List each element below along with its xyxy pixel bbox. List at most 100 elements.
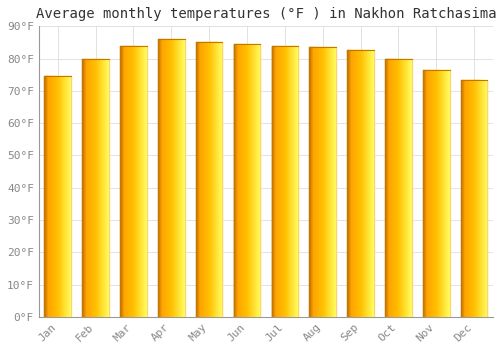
Bar bbox=[59, 76, 60, 317]
Bar bbox=[324, 47, 326, 317]
Bar bbox=[397, 58, 398, 317]
Bar bbox=[61, 76, 62, 317]
Bar bbox=[322, 47, 324, 317]
Bar bbox=[274, 46, 275, 317]
Bar bbox=[236, 44, 237, 317]
Bar bbox=[430, 70, 431, 317]
Bar bbox=[209, 42, 210, 317]
Bar bbox=[466, 79, 467, 317]
Bar bbox=[287, 46, 288, 317]
Bar bbox=[82, 58, 83, 317]
Bar bbox=[205, 42, 206, 317]
Bar bbox=[60, 76, 61, 317]
Bar bbox=[385, 58, 386, 317]
Bar bbox=[352, 50, 354, 317]
Bar bbox=[361, 50, 362, 317]
Bar bbox=[434, 70, 435, 317]
Bar bbox=[138, 46, 139, 317]
Bar bbox=[441, 70, 442, 317]
Bar bbox=[65, 76, 66, 317]
Bar bbox=[478, 79, 479, 317]
Bar bbox=[462, 79, 463, 317]
Bar bbox=[208, 42, 209, 317]
Bar bbox=[258, 44, 259, 317]
Bar bbox=[97, 58, 98, 317]
Bar bbox=[486, 79, 487, 317]
Bar bbox=[395, 58, 396, 317]
Bar bbox=[315, 47, 316, 317]
Bar bbox=[215, 42, 216, 317]
Bar bbox=[201, 42, 202, 317]
Bar bbox=[242, 44, 243, 317]
Bar bbox=[371, 50, 372, 317]
Bar bbox=[85, 58, 86, 317]
Bar bbox=[238, 44, 239, 317]
Bar bbox=[140, 46, 141, 317]
Bar bbox=[160, 39, 162, 317]
Bar bbox=[58, 76, 59, 317]
Bar bbox=[182, 39, 184, 317]
Bar bbox=[214, 42, 215, 317]
Bar bbox=[411, 58, 412, 317]
Bar bbox=[178, 39, 180, 317]
Bar bbox=[129, 46, 130, 317]
Bar bbox=[126, 46, 127, 317]
Bar bbox=[472, 79, 473, 317]
Bar bbox=[328, 47, 330, 317]
Bar bbox=[403, 58, 404, 317]
Bar bbox=[68, 76, 69, 317]
Bar bbox=[251, 44, 252, 317]
Bar bbox=[137, 46, 138, 317]
Bar bbox=[481, 79, 482, 317]
Bar bbox=[390, 58, 391, 317]
Bar bbox=[283, 46, 284, 317]
Bar bbox=[424, 70, 425, 317]
Bar bbox=[320, 47, 321, 317]
Bar bbox=[398, 58, 399, 317]
Bar bbox=[47, 76, 48, 317]
Bar bbox=[219, 42, 220, 317]
Bar bbox=[217, 42, 218, 317]
Bar bbox=[399, 58, 400, 317]
Bar bbox=[326, 47, 327, 317]
Bar bbox=[244, 44, 245, 317]
Bar bbox=[392, 58, 393, 317]
Bar bbox=[310, 47, 311, 317]
Bar bbox=[207, 42, 208, 317]
Bar bbox=[356, 50, 358, 317]
Bar bbox=[322, 47, 323, 317]
Bar bbox=[246, 44, 247, 317]
Bar bbox=[366, 50, 368, 317]
Bar bbox=[51, 76, 52, 317]
Bar bbox=[350, 50, 352, 317]
Bar bbox=[216, 42, 217, 317]
Bar bbox=[465, 79, 466, 317]
Bar bbox=[431, 70, 432, 317]
Bar bbox=[276, 46, 277, 317]
Bar bbox=[122, 46, 123, 317]
Bar bbox=[280, 46, 281, 317]
Bar bbox=[393, 58, 394, 317]
Bar bbox=[477, 79, 478, 317]
Bar bbox=[131, 46, 132, 317]
Bar bbox=[475, 79, 476, 317]
Bar bbox=[469, 79, 470, 317]
Bar bbox=[172, 39, 174, 317]
Bar bbox=[243, 44, 244, 317]
Bar bbox=[386, 58, 387, 317]
Bar bbox=[255, 44, 256, 317]
Bar bbox=[87, 58, 88, 317]
Bar bbox=[52, 76, 53, 317]
Bar bbox=[330, 47, 332, 317]
Bar bbox=[293, 46, 294, 317]
Bar bbox=[162, 39, 164, 317]
Bar bbox=[212, 42, 213, 317]
Bar bbox=[95, 58, 96, 317]
Bar bbox=[440, 70, 441, 317]
Bar bbox=[210, 42, 211, 317]
Bar bbox=[160, 39, 161, 317]
Bar bbox=[445, 70, 446, 317]
Bar bbox=[211, 42, 212, 317]
Bar bbox=[354, 50, 356, 317]
Bar bbox=[253, 44, 254, 317]
